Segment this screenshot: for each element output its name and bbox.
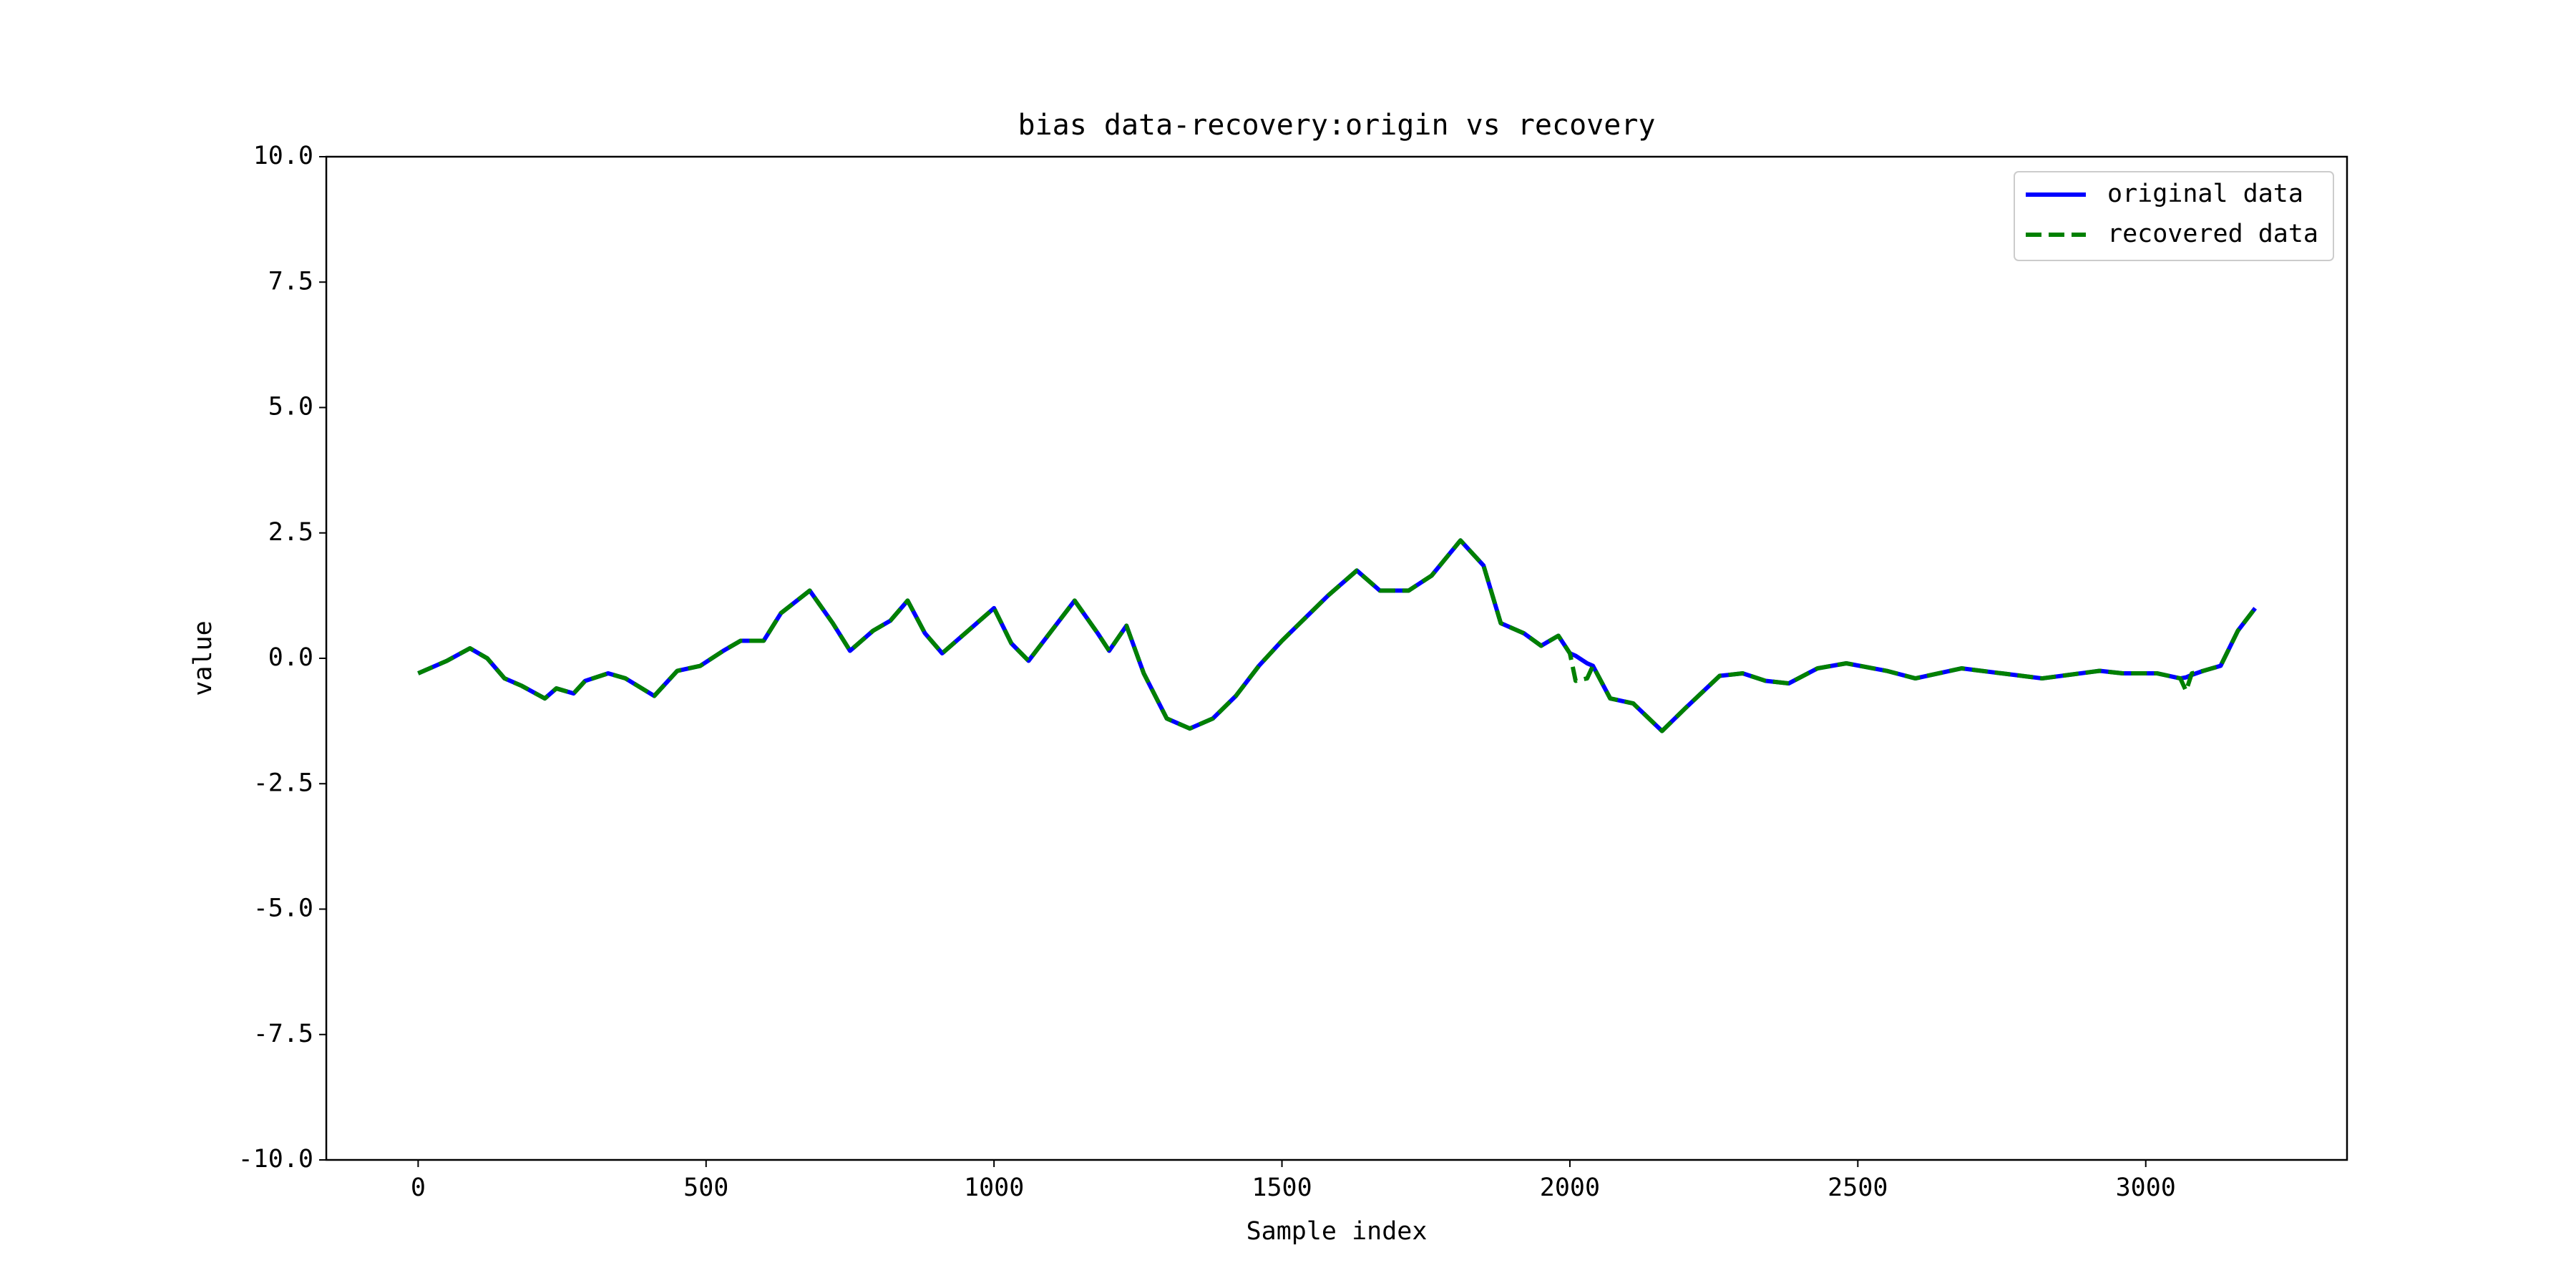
y-tick-label: 10.0	[253, 142, 313, 170]
x-tick-label: 1500	[1252, 1174, 1312, 1202]
y-tick-label: -2.5	[253, 769, 313, 797]
x-tick-label: 2500	[1828, 1174, 1888, 1202]
plot-frame	[325, 155, 2348, 1161]
legend-label: recovered data	[2107, 220, 2318, 248]
y-axis-label: value	[189, 620, 218, 696]
x-tick-label: 1000	[964, 1174, 1024, 1202]
y-tick-label: 0.0	[268, 643, 313, 672]
x-tick-label: 2000	[1540, 1174, 1600, 1202]
x-tick-label: 500	[683, 1174, 728, 1202]
y-tick-label: -7.5	[253, 1020, 313, 1048]
x-tick-label: 0	[411, 1174, 426, 1202]
chart-title: bias data-recovery:origin vs recovery	[1018, 109, 1655, 142]
y-tick-label: -5.0	[253, 894, 313, 923]
x-tick-label: 3000	[2116, 1174, 2176, 1202]
data-line	[417, 538, 2258, 733]
y-tick-label: 2.5	[268, 518, 313, 547]
y-tick-label: -10.0	[238, 1145, 313, 1174]
y-tick-label: 5.0	[268, 393, 313, 421]
legend-label: original data	[2107, 180, 2303, 208]
y-tick-label: 7.5	[268, 267, 313, 296]
x-axis-label: Sample index	[1246, 1217, 1428, 1246]
legend-box	[2014, 171, 2334, 261]
